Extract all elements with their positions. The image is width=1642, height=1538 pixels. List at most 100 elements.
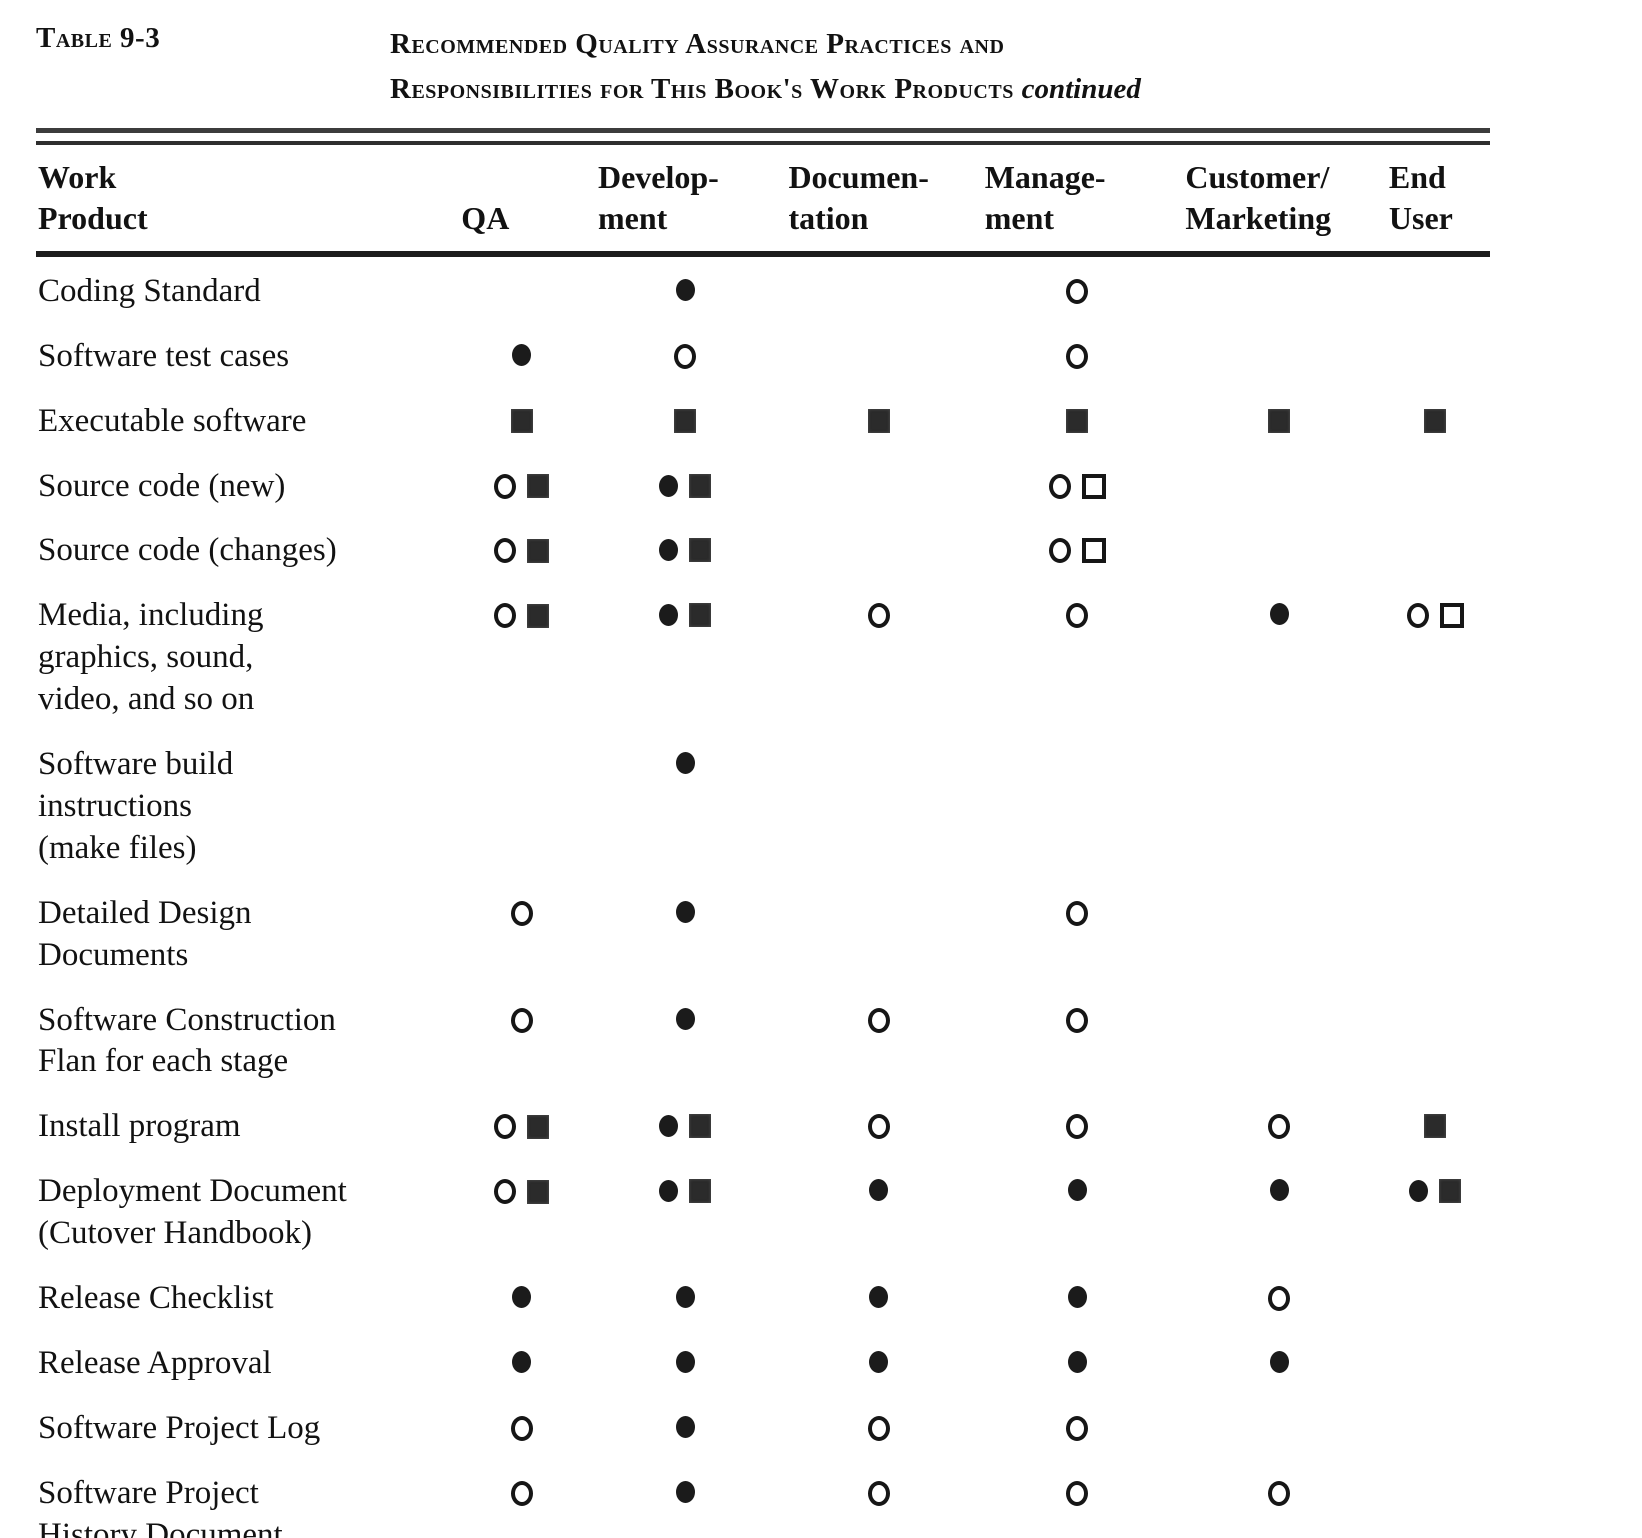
filled-square-icon — [1439, 1179, 1462, 1204]
table-row: Release Checklist — [36, 1264, 1490, 1329]
open-circle-icon — [1268, 1114, 1291, 1140]
symbol-cell — [1381, 1264, 1490, 1329]
table-row: Coding Standard — [36, 254, 1490, 322]
table-row: Source code (new) — [36, 452, 1490, 517]
symbol-cell — [590, 1092, 780, 1157]
symbol-cell — [1177, 322, 1381, 387]
open-circle-icon — [867, 1007, 890, 1033]
symbol-cell — [1177, 1329, 1381, 1394]
filled-circle-icon — [675, 1007, 695, 1030]
filled-circle-icon — [675, 900, 695, 923]
symbol-cell — [590, 322, 780, 387]
column-header-line2: Marketing — [1185, 199, 1332, 236]
symbol-cell — [1381, 730, 1490, 879]
open-circle-icon — [1048, 473, 1071, 499]
symbol-cell — [590, 254, 780, 322]
open-circle-icon — [494, 473, 517, 499]
table-title-line1: Recommended Quality Assurance Practices … — [390, 28, 1005, 60]
symbol-cell — [1381, 387, 1490, 452]
symbol-cell — [590, 581, 780, 730]
symbol-cell — [1177, 879, 1381, 986]
filled-circle-icon — [675, 1415, 695, 1438]
product-name: Software build instructions (make files) — [38, 746, 234, 866]
scanned-page: Table 9-3 Recommended Quality Assurance … — [36, 22, 1490, 1538]
product-name: Software Project Log — [38, 1409, 321, 1446]
symbol-cell — [453, 516, 590, 581]
open-circle-icon — [1066, 1480, 1089, 1506]
table-row: Media, including graphics, sound, video,… — [36, 581, 1490, 730]
symbol-cell — [1381, 879, 1490, 986]
symbol-cell — [453, 1157, 590, 1264]
symbol-cell — [1177, 1092, 1381, 1157]
symbol-cell — [453, 387, 590, 452]
filled-square-icon — [689, 473, 712, 498]
symbol-cell — [977, 1092, 1178, 1157]
symbol-cell — [977, 879, 1178, 986]
open-square-icon — [1439, 603, 1464, 629]
product-name: Media, including graphics, sound, video,… — [38, 597, 264, 718]
open-circle-icon — [1048, 538, 1071, 564]
symbol-cell — [1381, 254, 1490, 322]
column-header-line1: End — [1388, 158, 1446, 195]
symbol-cell — [590, 1394, 780, 1459]
symbol-cell — [977, 986, 1178, 1093]
symbol-cell — [453, 322, 590, 387]
symbol-cell — [1381, 1459, 1490, 1538]
product-name: Deployment Document (Cutover Handbook) — [38, 1173, 347, 1252]
product-name: Software Construction Flan for each stag… — [38, 1001, 336, 1080]
filled-circle-icon — [1269, 603, 1289, 626]
symbol-cell — [977, 1329, 1178, 1394]
filled-square-icon — [1066, 408, 1089, 433]
symbol-cell — [977, 516, 1178, 581]
symbol-cell — [590, 879, 780, 986]
symbol-cell — [977, 322, 1178, 387]
column-header-line2: ment — [597, 199, 668, 236]
table-title-continued: continued — [1021, 72, 1141, 105]
filled-square-icon — [674, 408, 697, 433]
symbol-cell — [590, 986, 780, 1093]
product-name: Executable software — [38, 402, 307, 439]
open-circle-icon — [510, 1007, 533, 1033]
symbol-cell — [780, 1459, 976, 1538]
symbol-cell — [780, 730, 976, 879]
symbol-cell — [1177, 1264, 1381, 1329]
filled-circle-icon — [1269, 1179, 1289, 1202]
open-circle-icon — [1268, 1480, 1291, 1506]
table-row: Software build instructions (make files) — [36, 730, 1490, 879]
column-header-line1: Manage- — [984, 158, 1106, 195]
symbol-cell — [780, 879, 976, 986]
symbol-cell — [780, 1329, 976, 1394]
table-row: Software Construction Flan for each stag… — [36, 986, 1490, 1093]
open-square-icon — [1081, 473, 1106, 499]
symbol-cell — [1177, 581, 1381, 730]
symbol-cell — [780, 1264, 976, 1329]
table-title-line2: Responsibilities for This Book's Work Pr… — [390, 67, 1141, 112]
table-row: Source code (changes) — [36, 516, 1490, 581]
symbol-cell — [977, 1264, 1178, 1329]
symbol-cell — [453, 986, 590, 1093]
table-caption: Table 9-3 Recommended Quality Assurance … — [36, 22, 1490, 112]
symbol-cell — [590, 1157, 780, 1264]
filled-square-icon — [689, 603, 712, 628]
table-row: Software test cases — [36, 322, 1490, 387]
symbol-cell — [453, 254, 590, 322]
column-header-line2: QA — [461, 199, 510, 236]
symbol-cell — [977, 581, 1178, 730]
symbol-cell — [453, 1264, 590, 1329]
open-circle-icon — [510, 900, 533, 926]
table-row: Executable software — [36, 387, 1490, 452]
symbol-cell — [780, 516, 976, 581]
open-circle-icon — [494, 603, 517, 629]
open-circle-icon — [510, 1415, 533, 1441]
column-header-line1: Work — [38, 158, 117, 195]
column-header-tation: Documen-tation — [780, 146, 977, 257]
symbol-cell — [453, 581, 590, 730]
column-header-line2: ment — [984, 199, 1055, 236]
column-header-qa: QA — [453, 146, 590, 257]
open-circle-icon — [1066, 278, 1089, 304]
symbol-cell — [1381, 452, 1490, 517]
top-double-rule — [36, 127, 1490, 145]
open-circle-icon — [510, 1480, 533, 1506]
symbol-cell — [977, 254, 1178, 322]
symbol-cell — [1177, 387, 1381, 452]
